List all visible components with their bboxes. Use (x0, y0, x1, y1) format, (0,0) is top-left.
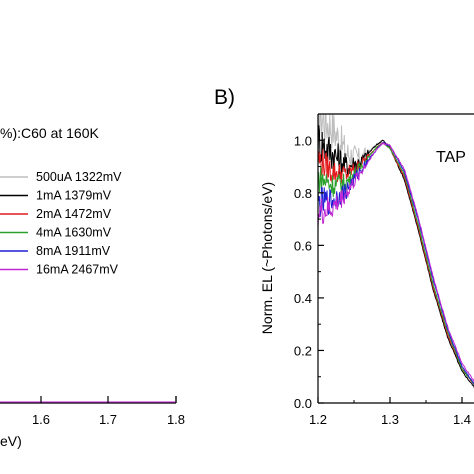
panel-b-plot-area (318, 114, 474, 389)
panel-a-legend: 500uA 1322mV 1mA 1379mV 2mA 1472mV 4mA 1630… (0, 170, 122, 277)
y-tick-label: 0.4 (294, 291, 312, 306)
panel-b: B) TAP Norm. EL (~Photons/eV) 0.00.20.40… (214, 86, 474, 427)
panel-a-x-axis-label: eV) (0, 433, 22, 449)
legend-entry: 1mA 1379mV (36, 189, 112, 203)
legend-entry: 500uA 1322mV (36, 170, 122, 184)
legend-entry: 4mA 1630mV (36, 226, 112, 240)
series-line (318, 141, 474, 385)
panel-b-title: TAP (436, 149, 466, 166)
panel-b-label: B) (214, 86, 235, 109)
x-tick-label: 1.8 (167, 412, 185, 427)
series-line (318, 142, 474, 385)
x-tick-label: 1.2 (309, 412, 327, 427)
y-tick-label: 1.0 (294, 133, 312, 148)
x-tick-label: 1.4 (453, 412, 471, 427)
y-tick-label: 0.2 (294, 343, 312, 358)
legend-entry: 8mA 1911mV (36, 244, 111, 258)
legend-entry: 2mA 1472mV (36, 207, 112, 221)
panel-b-series-group (318, 114, 474, 389)
panel-b-axes: 0.0 0.2 0.4 0.6 0.8 1.0 1.2 1.3 1.4 (294, 113, 474, 427)
series-line (318, 125, 474, 389)
y-tick-label: 0.0 (294, 396, 312, 411)
x-tick-label: 1.7 (99, 412, 117, 427)
y-tick-label: 0.8 (294, 186, 312, 201)
x-tick-label: 1.3 (381, 412, 399, 427)
series-line (318, 141, 474, 383)
y-tick-label: 0.6 (294, 238, 312, 253)
panel-a-title: %):C60 at 160K (0, 125, 99, 141)
series-line (318, 141, 474, 385)
panel-a-x-ticks: 1.6 1.7 1.8 (32, 396, 185, 427)
panel-b-y-axis-label: Norm. EL (~Photons/eV) (259, 182, 275, 334)
series-line (318, 114, 474, 385)
panel-a: %):C60 at 160K 500uA 1322mV 1mA 1379mV 2mA… (0, 125, 185, 449)
x-tick-label: 1.6 (32, 412, 50, 427)
legend-entry: 16mA 2467mV (36, 263, 119, 277)
